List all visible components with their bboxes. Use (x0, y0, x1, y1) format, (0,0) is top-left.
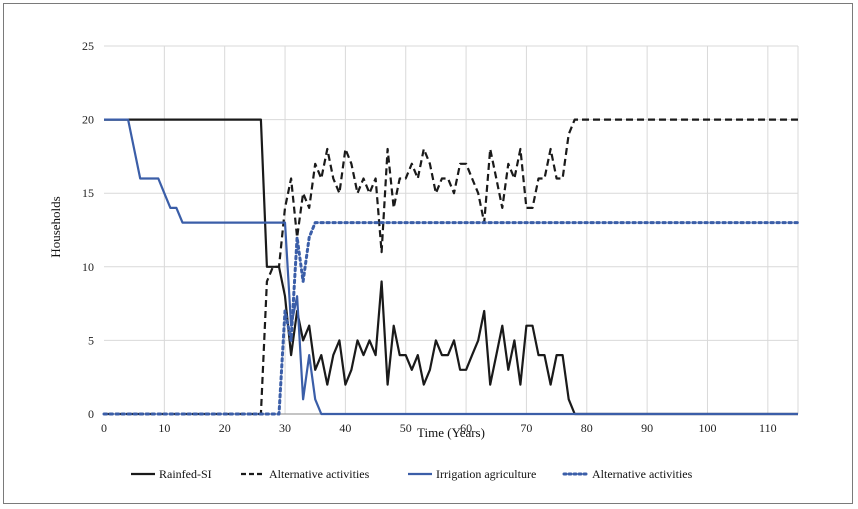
legend-label-3: Alternative activities (592, 467, 693, 481)
chart-frame (3, 3, 853, 504)
x-tick-label: 90 (641, 421, 653, 435)
x-tick-label: 80 (581, 421, 593, 435)
x-tick-label: 30 (279, 421, 291, 435)
series-line-2 (104, 118, 798, 416)
x-axis-title: Time (Years) (417, 425, 485, 440)
x-tick-label: 40 (339, 421, 351, 435)
x-tick-label: 110 (759, 421, 777, 435)
legend-label-1: Alternative activities (269, 467, 370, 481)
gridlines (104, 45, 799, 414)
y-tick-label: 20 (82, 113, 94, 127)
legend-label-0: Rainfed-SI (159, 467, 212, 481)
series-line-0 (104, 118, 798, 416)
x-tick-label: 60 (460, 421, 472, 435)
series-line-3 (102, 221, 800, 416)
y-tick-label: 5 (88, 333, 94, 347)
y-tick-labels: 0 5 10 15 20 25 (82, 39, 94, 421)
y-tick-label: 25 (82, 39, 94, 53)
x-tick-labels: 0 10 20 30 40 50 60 70 80 90 100 110 (101, 421, 777, 435)
x-tick-label: 0 (101, 421, 107, 435)
x-tick-label: 20 (219, 421, 231, 435)
y-tick-label: 15 (82, 186, 94, 200)
x-tick-label: 50 (400, 421, 412, 435)
y-axis-title: Households (48, 196, 63, 257)
series-line-1 (104, 118, 798, 416)
y-tick-label: 10 (82, 260, 94, 274)
series-lines (102, 118, 800, 416)
legend-label-2: Irrigation agriculture (436, 467, 536, 481)
legend: Rainfed-SI Alternative activities Irrigati… (131, 467, 693, 481)
x-tick-label: 10 (158, 421, 170, 435)
y-tick-label: 0 (88, 407, 94, 421)
x-tick-label: 70 (520, 421, 532, 435)
x-tick-label: 100 (698, 421, 716, 435)
